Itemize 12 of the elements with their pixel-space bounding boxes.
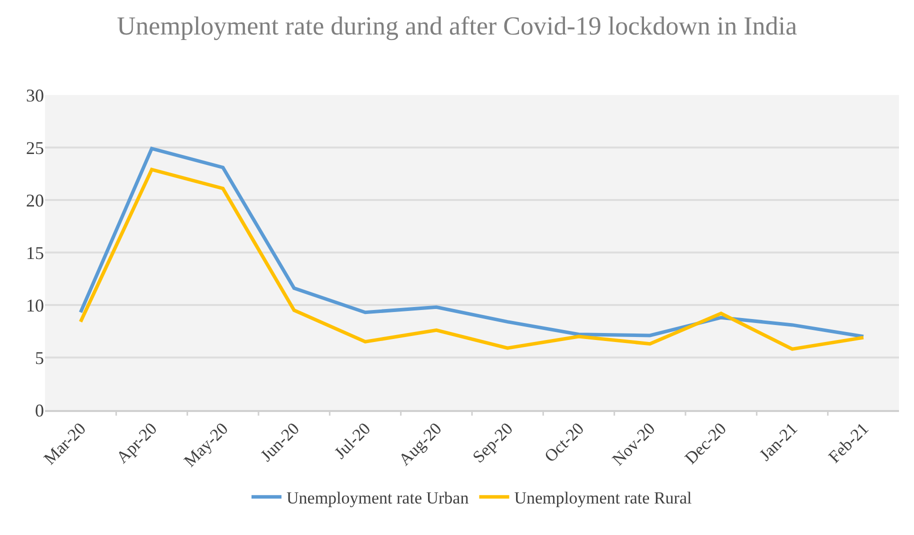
chart-title: Unemployment rate during and after Covid-19 lockdown in India xyxy=(116,11,798,40)
line-series xyxy=(78,168,866,351)
y-tick-label: 30 xyxy=(26,85,44,106)
y-tick-label: 0 xyxy=(35,400,44,420)
y-tick-label: 25 xyxy=(26,138,44,158)
legend-label: Unemployment rate Urban xyxy=(286,488,470,508)
y-tick-label: 20 xyxy=(26,190,44,210)
y-tick-label: 5 xyxy=(35,348,44,368)
legend-label: Unemployment rate Rural xyxy=(514,488,692,508)
y-tick-label: 10 xyxy=(26,295,44,316)
line-series xyxy=(78,146,866,338)
y-tick-label: 15 xyxy=(26,242,44,263)
